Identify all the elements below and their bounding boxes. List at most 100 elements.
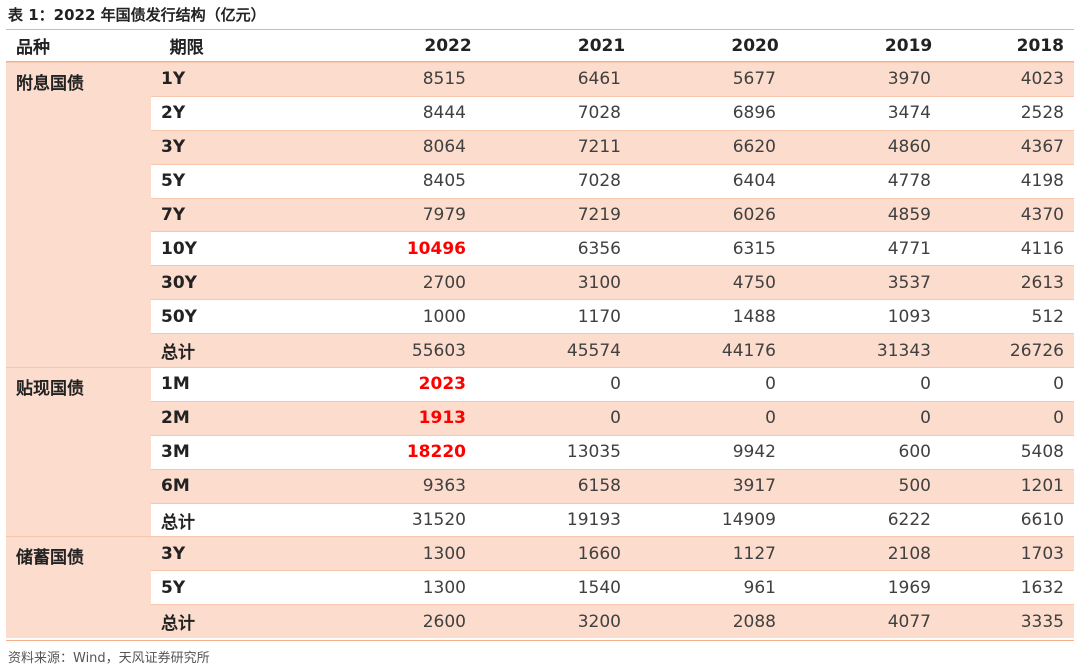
value-cell: 6404 [732,171,776,192]
value-cell: 1488 [732,306,776,327]
header-2019: 2019 [884,35,933,56]
value-cell: 600 [898,442,931,463]
term-cell: 30Y [161,272,197,293]
value-cell: 7219 [577,205,621,225]
value-cell: 1093 [887,306,931,327]
table-header-row: 品种 期限 2022 2021 2020 2019 2018 [6,30,1074,62]
value-cell: 2023 [418,374,466,395]
value-cell: 3537 [887,272,931,293]
value-cell: 1000 [422,306,466,327]
value-cell: 1127 [732,543,776,564]
value-cell: 4370 [1020,205,1064,225]
group-type-label: 贴现国债 [6,367,151,537]
value-cell: 2108 [887,543,931,564]
value-cell: 7028 [577,103,621,124]
value-cell: 512 [1031,306,1064,327]
value-cell: 10496 [406,238,466,259]
value-cell: 6158 [577,476,621,497]
term-cell: 1M [161,374,190,395]
value-cell: 0 [765,408,776,429]
value-cell: 0 [610,408,621,429]
value-cell: 6222 [887,510,931,531]
value-cell: 44176 [721,340,776,361]
term-cell: 5Y [161,171,186,192]
value-cell: 55603 [411,340,466,361]
table-row: 2M 1913 0 0 0 0 [151,400,1074,435]
value-cell: 4077 [887,611,931,632]
value-cell: 8515 [422,69,466,90]
table-row: 2Y 8444 7028 6896 3474 2528 [151,95,1074,130]
value-cell: 0 [920,374,931,395]
value-cell: 961 [743,577,776,598]
value-cell: 26726 [1009,340,1064,361]
group-rows: 1M 2023 0 0 0 0 2M 1913 0 0 0 0 3M 18220 13035 9942 600 5… [151,367,1074,536]
value-cell: 1300 [422,577,466,598]
value-cell: 31343 [876,340,931,361]
table-row: 3Y 8064 7211 6620 4860 4367 [151,129,1074,164]
group-rows: 3Y 1300 1660 1127 2108 1703 5Y 1300 1540 961 1969 1… [151,536,1074,639]
table-row: 总计 31520 19193 14909 6222 6610 [151,502,1074,537]
value-cell: 14909 [721,510,776,531]
value-cell: 0 [1053,408,1064,429]
value-cell: 2700 [422,272,466,293]
term-cell: 5Y [161,577,186,598]
term-cell: 50Y [161,306,197,327]
header-term: 期限 [169,38,204,58]
value-cell: 1300 [422,543,466,564]
value-cell: 3474 [887,103,931,124]
term-cell: 10Y [161,238,197,259]
table-row: 5Y 1300 1540 961 1969 1632 [151,570,1074,604]
value-cell: 4860 [887,137,931,158]
table-row: 30Y 2700 3100 4750 3537 2613 [151,265,1074,300]
value-cell: 6356 [577,238,621,259]
bond-group: 贴现国债 1M 2023 0 0 0 0 2M 1913 0 0 0 0 3M 18220 13035 9942… [6,367,1074,537]
header-2020: 2020 [731,35,779,56]
value-cell: 0 [610,374,621,395]
value-cell: 6461 [577,69,621,90]
term-cell: 3Y [161,543,186,564]
table-row: 1Y 8515 6461 5677 3970 4023 [151,62,1074,96]
value-cell: 1969 [887,577,931,598]
value-cell: 31520 [411,510,466,531]
header-2021: 2021 [577,35,626,56]
table-row: 3Y 1300 1660 1127 2108 1703 [151,536,1074,571]
table-row: 1M 2023 0 0 0 0 [151,367,1074,401]
table-row: 10Y 10496 6356 6315 4771 4116 [151,231,1074,265]
value-cell: 4750 [732,272,776,293]
value-cell: 4023 [1020,69,1064,90]
group-rows: 1Y 8515 6461 5677 3970 4023 2Y 8444 7028 6896 3474… [151,62,1074,368]
value-cell: 6610 [1020,510,1064,531]
table-row: 总计 55603 45574 44176 31343 26726 [151,333,1074,368]
term-cell: 2Y [161,103,186,124]
group-type-label: 储蓄国债 [6,536,151,639]
value-cell: 5677 [732,69,776,90]
value-cell: 19193 [566,510,621,531]
value-cell: 7979 [422,205,466,225]
value-cell: 6620 [732,137,776,158]
value-cell: 1913 [418,408,466,429]
value-cell: 8444 [422,103,466,124]
value-cell: 5408 [1020,442,1064,463]
table-row: 7Y 7979 7219 6026 4859 4370 [151,197,1074,232]
value-cell: 6315 [732,238,776,259]
value-cell: 4367 [1020,137,1064,158]
header-type: 品种 [16,38,50,58]
value-cell: 1703 [1020,543,1064,564]
bond-group: 附息国债 1Y 8515 6461 5677 3970 4023 2Y 8444 7028 6896… [6,62,1074,368]
value-cell: 7211 [577,137,621,158]
table-row: 3M 18220 13035 9942 600 5408 [151,434,1074,469]
value-cell: 4859 [887,205,931,225]
value-cell: 6896 [732,103,776,124]
value-cell: 8064 [422,137,466,158]
value-cell: 3100 [577,272,621,293]
term-cell: 总计 [161,614,195,635]
value-cell: 2528 [1020,103,1064,124]
term-cell: 3Y [161,137,186,158]
value-cell: 0 [1053,374,1064,395]
value-cell: 3335 [1020,611,1064,632]
term-cell: 1Y [161,69,186,90]
value-cell: 1170 [577,306,621,327]
value-cell: 1632 [1020,577,1064,598]
value-cell: 1660 [577,543,621,564]
table-row: 5Y 8405 7028 6404 4778 4198 [151,163,1074,198]
